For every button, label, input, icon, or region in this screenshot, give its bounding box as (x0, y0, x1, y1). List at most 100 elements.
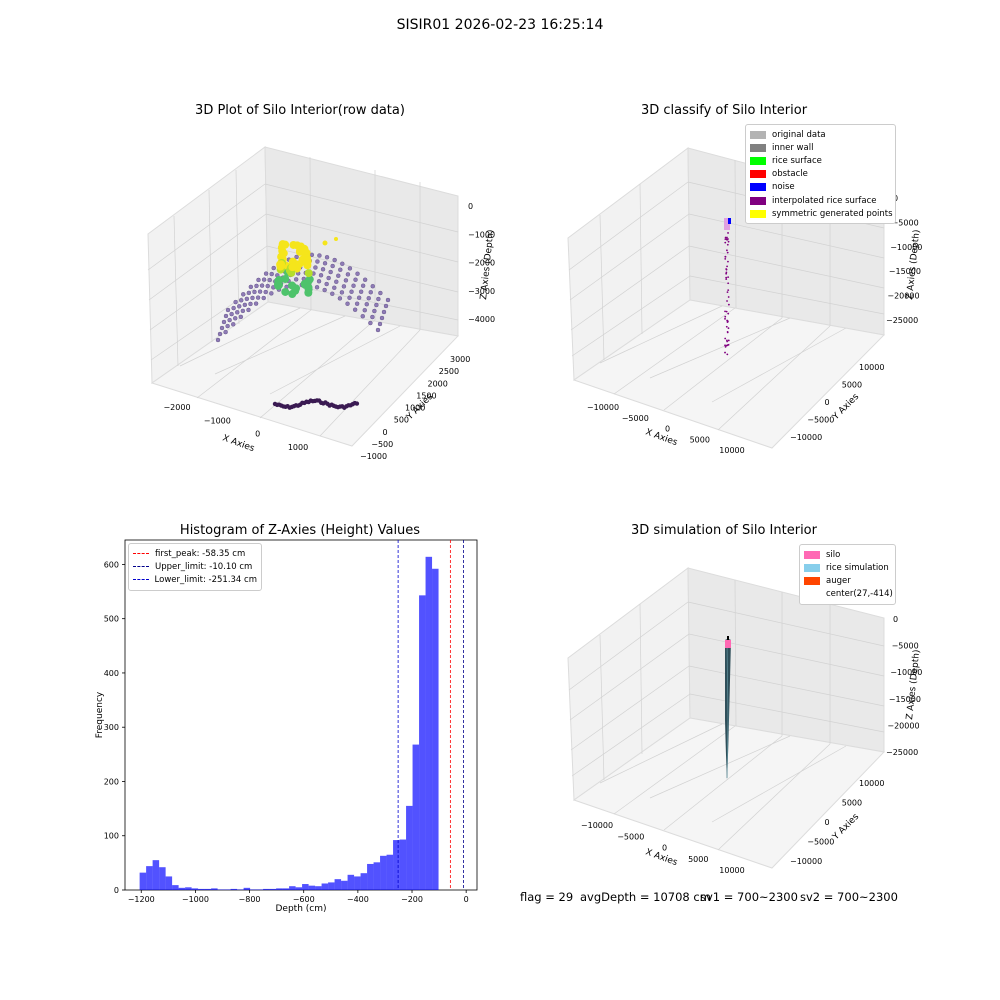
classify-point (725, 276, 728, 279)
histogram-bar (211, 888, 218, 890)
raw-point (223, 329, 228, 335)
tick-label: 2000 (428, 379, 448, 388)
histogram-bar (243, 887, 251, 890)
tick-label: −5000 (892, 642, 919, 651)
tick-label: −20000 (887, 721, 919, 730)
legend-item-center: center(27,-414) (804, 588, 893, 601)
tick-label: 1500 (416, 391, 436, 400)
raw-point (246, 307, 251, 313)
tick-label: −4000 (468, 315, 495, 324)
tick-label: −1000 (468, 230, 495, 239)
tick-label: −25000 (886, 748, 918, 757)
raw-point (313, 265, 318, 270)
tick-label: −2000 (163, 403, 190, 412)
raw-point (381, 309, 387, 315)
simulation-legend: silo rice simulation auger center(27,-41… (799, 544, 896, 605)
histogram-bar (360, 873, 368, 890)
legend-line-swatch (133, 566, 149, 568)
simulation-silo-cylinder (725, 636, 731, 780)
legend-swatch (804, 550, 820, 559)
raw-point (370, 284, 375, 289)
histogram-bar (224, 889, 231, 890)
classify-point (726, 236, 728, 239)
histogram-bar (159, 867, 166, 890)
legend-item-upper-limit: Upper_limit: -10.10 cm (133, 560, 257, 573)
raw-3d-points (215, 237, 391, 410)
classify-point (725, 272, 728, 275)
classify-point (724, 344, 726, 347)
classify-point (724, 345, 727, 348)
raw-point (269, 271, 274, 277)
raw-point (354, 401, 360, 406)
raw-point (255, 295, 261, 300)
histogram-bar (425, 556, 433, 890)
raw-point (338, 267, 343, 272)
histogram-y-tick-label: 200 (104, 777, 119, 786)
histogram-bar (276, 888, 283, 890)
classify-point (727, 232, 729, 234)
raw-point (360, 283, 366, 288)
classify-point (727, 260, 729, 263)
raw-point (257, 289, 263, 294)
histogram-bar (419, 595, 426, 890)
legend-label: auger (826, 575, 851, 586)
raw-point (225, 323, 230, 329)
legend-line-swatch (133, 553, 149, 555)
tick-label: −10000 (587, 403, 619, 412)
histogram-bar (139, 872, 147, 890)
tick-label: 10000 (859, 779, 884, 788)
raw-point (244, 296, 250, 302)
tick-label: −20000 (887, 292, 919, 301)
raw-point (241, 292, 246, 297)
raw-point (269, 291, 274, 296)
histogram-bar (334, 879, 342, 890)
raw-point (239, 298, 244, 303)
legend-item-auger: auger (804, 574, 891, 587)
classify-point (725, 325, 728, 328)
raw-point (253, 301, 259, 306)
histogram-bar (302, 884, 309, 890)
histogram-bar (198, 888, 205, 890)
raw-point (263, 289, 268, 295)
histogram-bar (308, 885, 316, 890)
tick-label: 10000 (719, 446, 744, 455)
raw-point (254, 283, 259, 289)
raw-point (277, 260, 286, 269)
histogram-y-axis-label: Frequency (95, 691, 105, 738)
classify-point (727, 296, 730, 298)
raw-point (235, 310, 240, 315)
raw-point (377, 321, 383, 327)
raw-plot-title: 3D Plot of Silo Interior(row data) (195, 103, 405, 118)
raw-point (322, 287, 327, 293)
tick-label: 0 (662, 844, 667, 853)
raw-point (225, 307, 231, 313)
legend-item-lower-limit: Lower_limit: -251.34 cm (133, 573, 257, 586)
raw-point (360, 314, 365, 319)
raw-point (345, 301, 350, 306)
raw-point (337, 296, 343, 301)
histogram-bar (282, 888, 290, 890)
legend-label: Lower_limit: -251.34 cm (154, 574, 257, 585)
tick-label: 5000 (842, 799, 862, 808)
tick-label: 0 (383, 428, 388, 437)
raw-point (304, 283, 313, 292)
classify-3d-points (724, 218, 731, 356)
raw-point (368, 320, 373, 326)
raw-point (223, 313, 229, 319)
raw-point (356, 295, 362, 300)
histogram-y-tick-label: 400 (104, 669, 119, 678)
legend-swatch (804, 563, 820, 572)
raw-point (352, 307, 358, 312)
raw-point (219, 325, 225, 331)
raw-point (231, 305, 236, 311)
classify-point (724, 241, 727, 244)
raw-point (334, 237, 338, 241)
classify-point (726, 251, 729, 254)
histogram-y-tick-label: 500 (104, 615, 119, 624)
histogram-bar (217, 889, 225, 890)
classify-point (725, 278, 728, 281)
histogram-bar (341, 880, 348, 890)
tick-label: −10000 (890, 668, 922, 677)
raw-point (354, 301, 360, 306)
